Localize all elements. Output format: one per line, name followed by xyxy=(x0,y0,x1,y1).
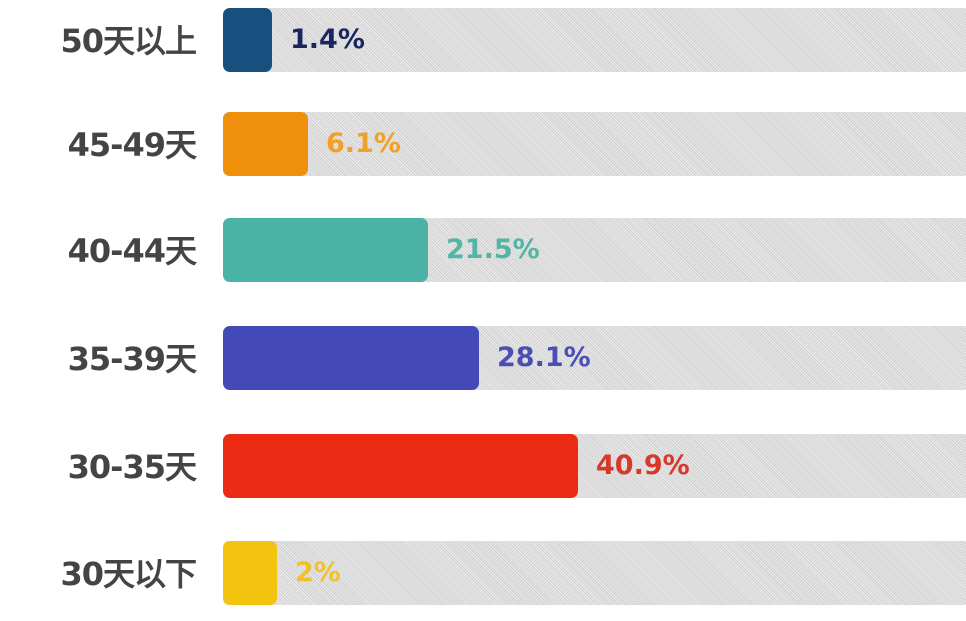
category-label: 30-35天 xyxy=(67,448,197,486)
bar xyxy=(223,8,272,72)
data-label: 1.4% xyxy=(290,24,365,55)
chart-row: 40-44天 21.5% xyxy=(0,218,966,284)
data-label: 6.1% xyxy=(326,128,401,159)
bar xyxy=(223,218,428,282)
bar xyxy=(223,434,578,498)
data-label: 40.9% xyxy=(596,450,690,481)
chart-row: 45-49天 6.1% xyxy=(0,112,966,178)
chart-row: 35-39天 28.1% xyxy=(0,326,966,392)
category-label: 40-44天 xyxy=(67,232,197,270)
bar xyxy=(223,326,479,390)
chart-row: 50天以上 1.4% xyxy=(0,8,966,74)
bar xyxy=(223,541,277,605)
bar xyxy=(223,112,308,176)
category-label: 45-49天 xyxy=(67,126,197,164)
data-label: 2% xyxy=(295,557,341,588)
category-label: 35-39天 xyxy=(67,340,197,378)
category-label: 30天以下 xyxy=(60,555,197,593)
chart-row: 30-35天 40.9% xyxy=(0,434,966,500)
data-label: 28.1% xyxy=(497,342,591,373)
category-label: 50天以上 xyxy=(60,22,197,60)
bar-track xyxy=(223,541,966,605)
bar-track xyxy=(223,8,966,72)
chart-row: 30天以下 2% xyxy=(0,541,966,607)
data-label: 21.5% xyxy=(446,234,540,265)
bar-track xyxy=(223,112,966,176)
